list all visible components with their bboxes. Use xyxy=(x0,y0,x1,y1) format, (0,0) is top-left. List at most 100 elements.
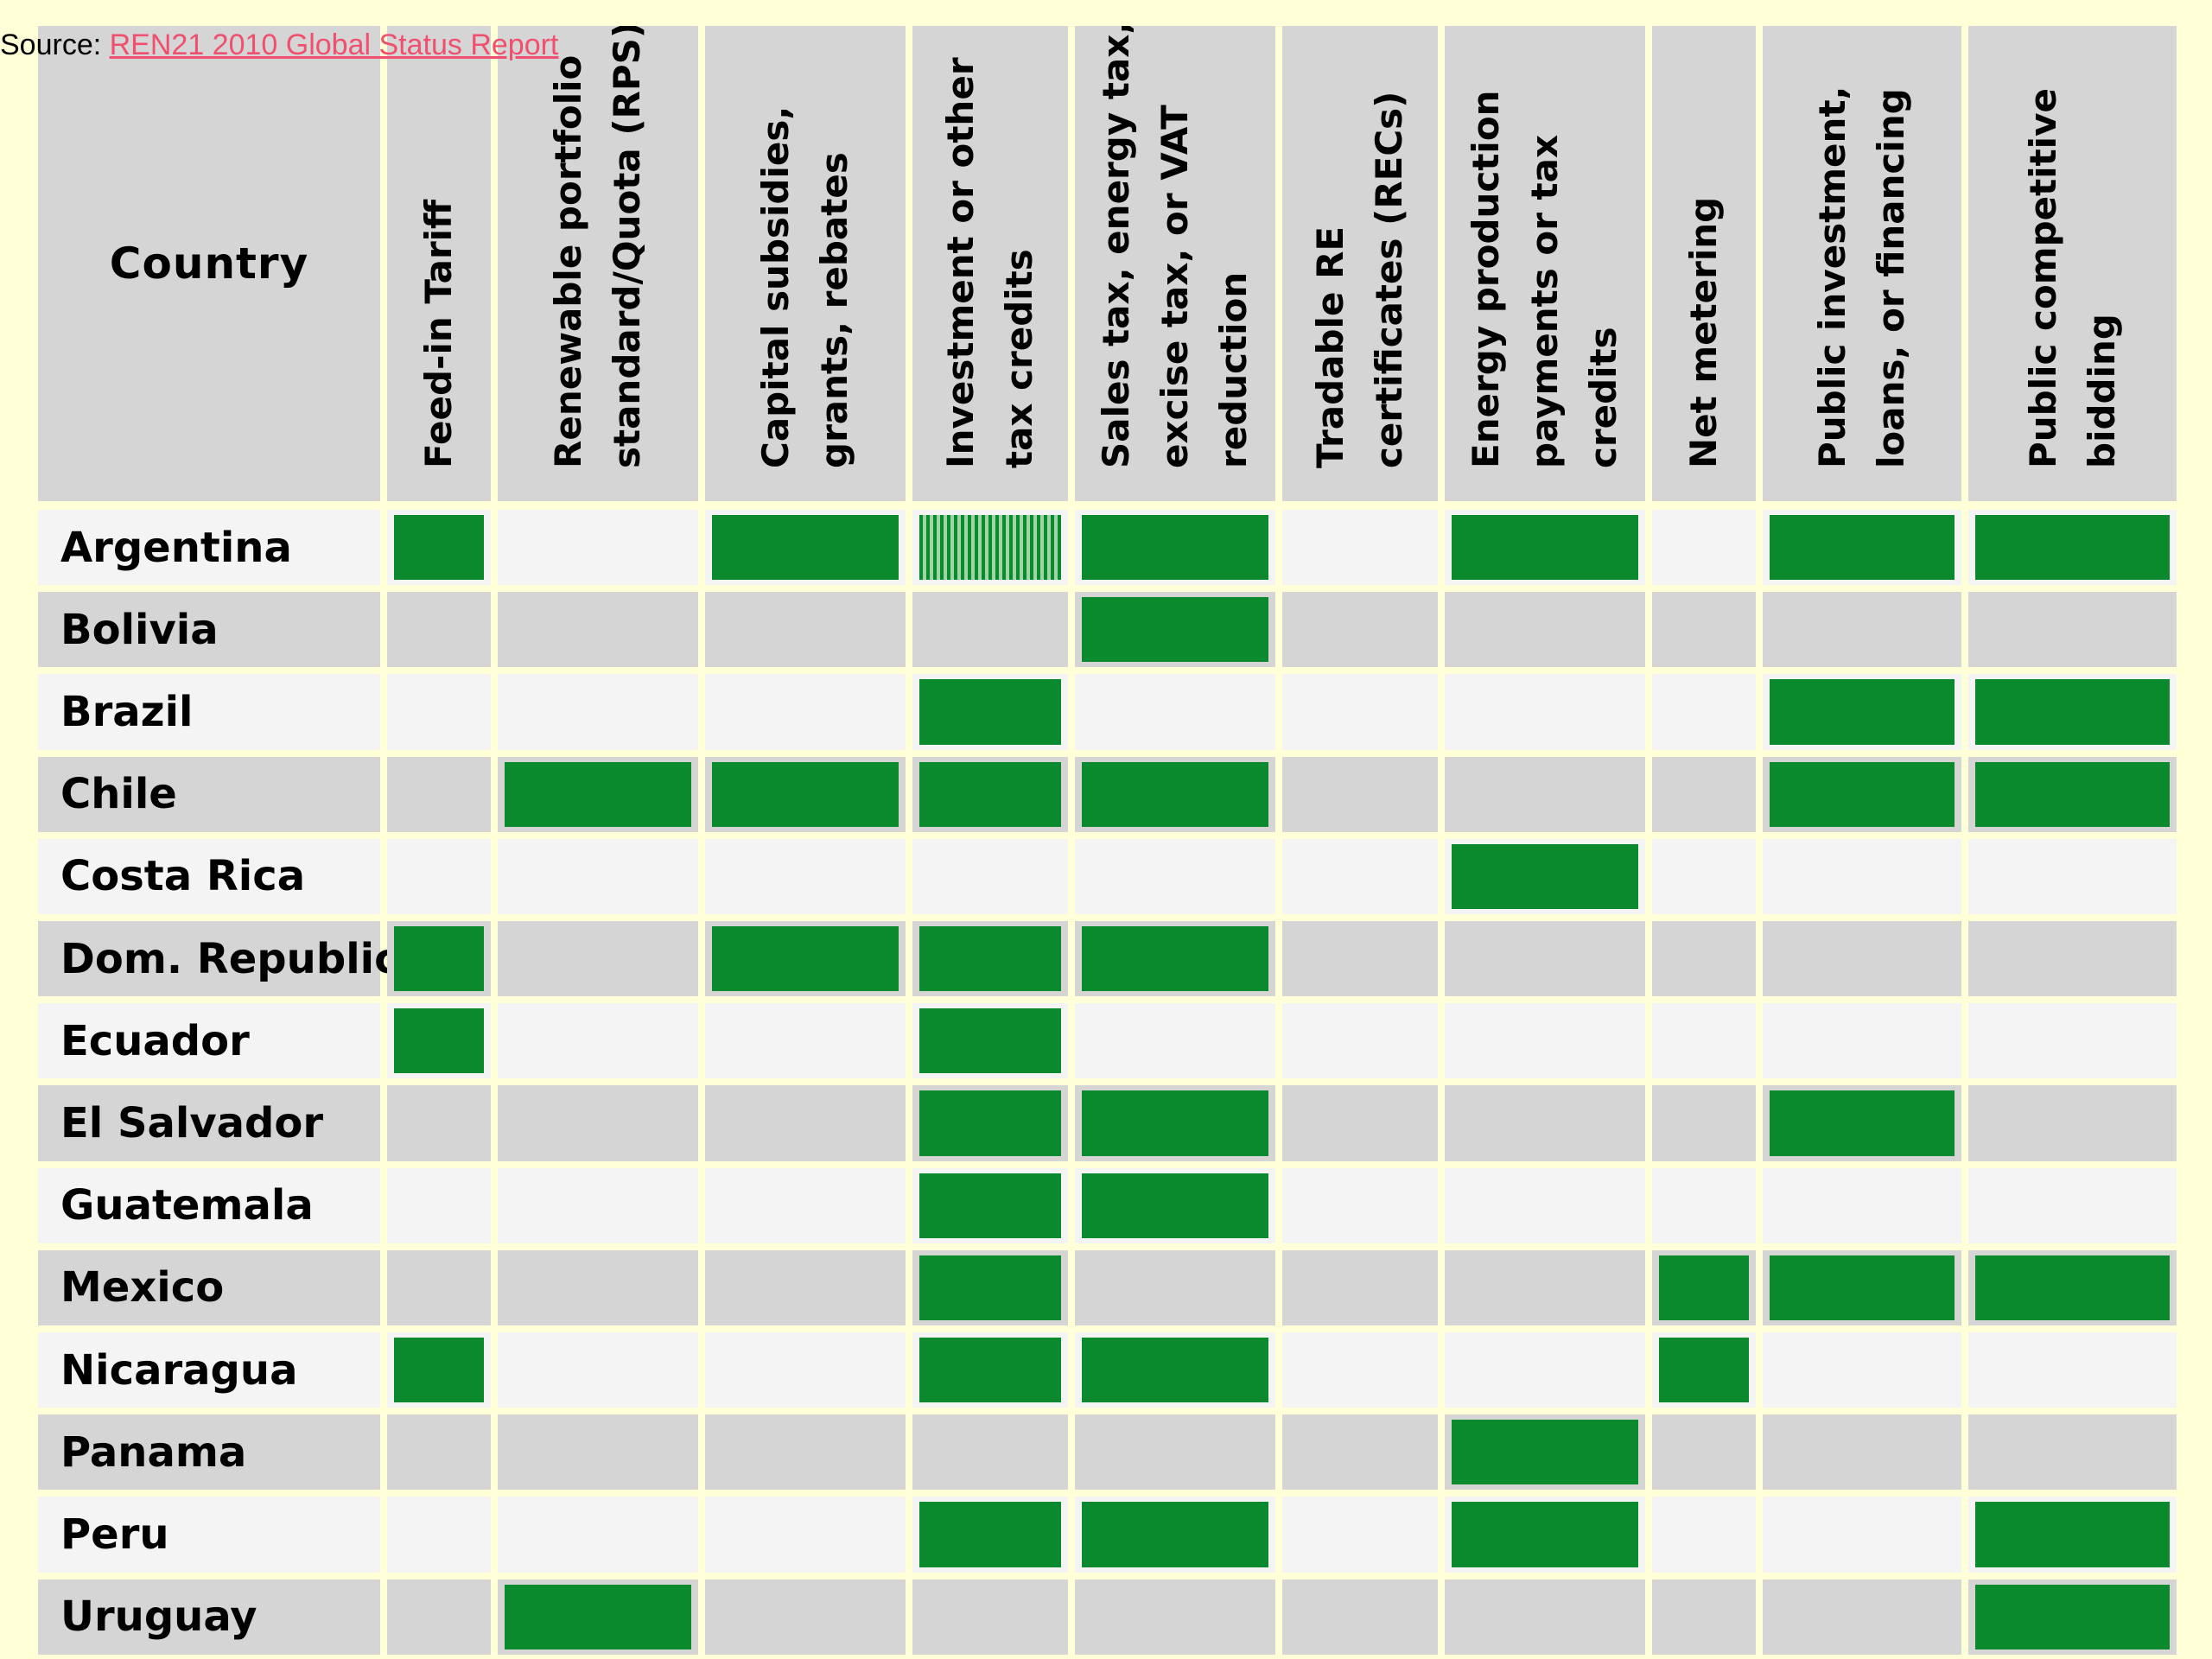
column-header-cell: Capital subsidies, grants, rebates xyxy=(705,26,906,501)
table-cell xyxy=(387,1167,491,1243)
table-cell xyxy=(1763,1167,1961,1243)
policy-mark xyxy=(1452,515,1638,581)
table-cell xyxy=(1652,1003,1756,1079)
table-cell xyxy=(498,1497,698,1573)
table-cell xyxy=(1445,921,1645,997)
table-cell xyxy=(705,592,906,668)
column-header-cell: Public investment, loans, or financing xyxy=(1763,26,1961,501)
country-cell: Brazil xyxy=(38,674,380,750)
source-link[interactable]: REN21 2010 Global Status Report xyxy=(109,29,559,61)
policy-mark xyxy=(919,1338,1061,1403)
table-cell xyxy=(1282,838,1438,914)
table-cell xyxy=(1652,921,1756,997)
column-header-label: Energy production payments or tax credit… xyxy=(1465,90,1624,468)
table-cell xyxy=(1282,1085,1438,1161)
policy-mark xyxy=(1082,515,1268,581)
table-cell xyxy=(1282,674,1438,750)
table-cell xyxy=(1282,510,1438,586)
column-header-label: Sales tax, energy tax, excise tax, or VA… xyxy=(1095,26,1255,468)
table-cell xyxy=(705,1249,906,1325)
column-header-label: Feed-in Tariff xyxy=(417,199,460,468)
table-cell xyxy=(1763,838,1961,914)
policy-mark xyxy=(1082,1173,1268,1238)
column-header-cell: Feed-in Tariff xyxy=(387,26,491,501)
column-header-label: Public investment, loans, or financing xyxy=(1811,86,1912,468)
table-cell xyxy=(1652,674,1756,750)
country-header: Country xyxy=(109,238,309,289)
table-cell xyxy=(912,1579,1068,1655)
table-cell xyxy=(1763,592,1961,668)
table-cell xyxy=(387,674,491,750)
table-cell xyxy=(387,1497,491,1573)
table-cell xyxy=(705,1332,906,1408)
table-cell xyxy=(498,838,698,914)
policy-mark xyxy=(1975,1584,2170,1649)
table-cell xyxy=(1652,592,1756,668)
policy-mark xyxy=(712,515,899,581)
table-cell xyxy=(1282,1332,1438,1408)
table-cell xyxy=(1652,1579,1756,1655)
source-prefix: Source: xyxy=(0,29,110,61)
table-cell xyxy=(387,756,491,832)
policy-mark xyxy=(1082,1502,1268,1567)
table-cell xyxy=(498,592,698,668)
policy-mark xyxy=(1082,597,1268,663)
table-cell xyxy=(1282,1579,1438,1655)
table-cell xyxy=(1968,921,2177,997)
table-cell xyxy=(705,674,906,750)
table-cell xyxy=(387,1579,491,1655)
country-cell: Nicaragua xyxy=(38,1332,380,1408)
country-cell: Panama xyxy=(38,1414,380,1491)
country-cell: El Salvador xyxy=(38,1085,380,1161)
table-cell xyxy=(498,1003,698,1079)
policy-mark xyxy=(1975,679,2170,745)
table-cell xyxy=(387,592,491,668)
table-cell xyxy=(1445,674,1645,750)
policy-mark xyxy=(394,1008,484,1074)
policy-mark xyxy=(919,1255,1061,1320)
policy-mark xyxy=(1770,1090,1955,1156)
table-cell xyxy=(705,1497,906,1573)
table-cell xyxy=(1445,1579,1645,1655)
column-header-label: Capital subsidies, grants, rebates xyxy=(754,105,855,468)
policy-mark xyxy=(1452,843,1638,909)
country-cell: Argentina xyxy=(38,510,380,586)
table-cell xyxy=(498,674,698,750)
table-cell xyxy=(1968,592,2177,668)
policy-mark xyxy=(919,679,1061,745)
table-cell xyxy=(1282,1497,1438,1573)
table-cell xyxy=(1282,592,1438,668)
policy-mark xyxy=(1082,926,1268,992)
table-cell xyxy=(1282,1414,1438,1491)
column-header-cell: Net metering xyxy=(1652,26,1756,501)
policy-mark xyxy=(505,761,691,827)
table-cell xyxy=(1282,756,1438,832)
table-cell xyxy=(1763,1497,1961,1573)
table-cell xyxy=(498,1414,698,1491)
table-cell xyxy=(912,838,1068,914)
table-cell xyxy=(705,838,906,914)
source-line: Source: REN21 2010 Global Status Report xyxy=(0,26,558,64)
policy-mark xyxy=(919,926,1061,992)
table-cell xyxy=(1968,1414,2177,1491)
table-cell xyxy=(1763,1332,1961,1408)
table-cell xyxy=(1968,838,2177,914)
table-cell xyxy=(1075,1414,1275,1491)
table-cell xyxy=(1075,1579,1275,1655)
policy-mark xyxy=(1975,515,2170,581)
column-header-label: Investment or other tax credits xyxy=(939,57,1040,468)
table-cell xyxy=(1652,1085,1756,1161)
table-cell xyxy=(1445,592,1645,668)
table-cell xyxy=(387,1414,491,1491)
policy-mark xyxy=(1659,1338,1749,1403)
policy-mark xyxy=(1770,679,1955,745)
table-cell xyxy=(387,1085,491,1161)
table-cell xyxy=(1652,1167,1756,1243)
table-cell xyxy=(1652,1414,1756,1491)
table-cell xyxy=(912,1414,1068,1491)
policy-mark xyxy=(1452,1420,1638,1485)
table-cell xyxy=(1968,1003,2177,1079)
table-cell xyxy=(912,592,1068,668)
policy-mark xyxy=(1770,1255,1955,1320)
policy-mark xyxy=(1082,1338,1268,1403)
